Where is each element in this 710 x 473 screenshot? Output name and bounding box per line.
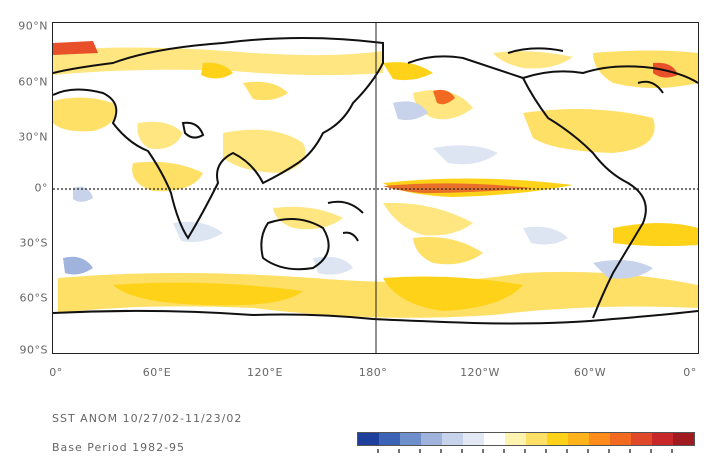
colorbar-swatch: [652, 433, 673, 445]
colorbar-swatch: [568, 433, 589, 445]
caption-period: SST ANOM 10/27/02-11/23/02: [52, 412, 243, 425]
colorbar-swatch: [589, 433, 610, 445]
colorbar-swatch: [463, 433, 484, 445]
colorbar-swatch: [610, 433, 631, 445]
colorbar-swatch: [631, 433, 652, 445]
lon-label-0: 0°: [49, 366, 63, 379]
lat-label-60n: 60°N: [18, 75, 48, 89]
warm-anomalies: [53, 41, 698, 318]
colorbar-swatch: [673, 433, 694, 445]
lon-label-60e: 60°E: [142, 366, 172, 379]
lat-label-30s: 30°S: [19, 236, 48, 250]
caption-base-period: Base Period 1982-95: [52, 441, 186, 454]
colorbar-swatch: [484, 433, 505, 445]
map-svg: [53, 23, 698, 353]
colorbar-swatch: [400, 433, 421, 445]
lon-label-120e: 120°E: [247, 366, 283, 379]
colorbar-swatch: [421, 433, 442, 445]
lon-label-60w: 60°W: [573, 366, 607, 379]
sst-anomaly-map: [52, 22, 699, 354]
colorbar-swatch: [358, 433, 379, 445]
lon-label-180: 180°: [358, 366, 388, 379]
colorbar-swatch: [379, 433, 400, 445]
lon-label-120w: 120°W: [460, 366, 500, 379]
lat-label-30n: 30°N: [18, 130, 48, 144]
coastlines: [53, 37, 698, 325]
colorbar-ticks: [377, 449, 673, 453]
colorbar-swatch: [526, 433, 547, 445]
lat-label-90s: 90°S: [19, 343, 48, 357]
colorbar: [357, 432, 695, 446]
lon-label-0-east: 0°: [683, 366, 697, 379]
lat-label-60s: 60°S: [19, 291, 48, 305]
colorbar-swatch: [547, 433, 568, 445]
lat-label-eq: 0°: [34, 181, 48, 195]
lat-label-90n: 90°N: [18, 19, 48, 33]
colorbar-swatch: [505, 433, 526, 445]
colorbar-swatch: [442, 433, 463, 445]
